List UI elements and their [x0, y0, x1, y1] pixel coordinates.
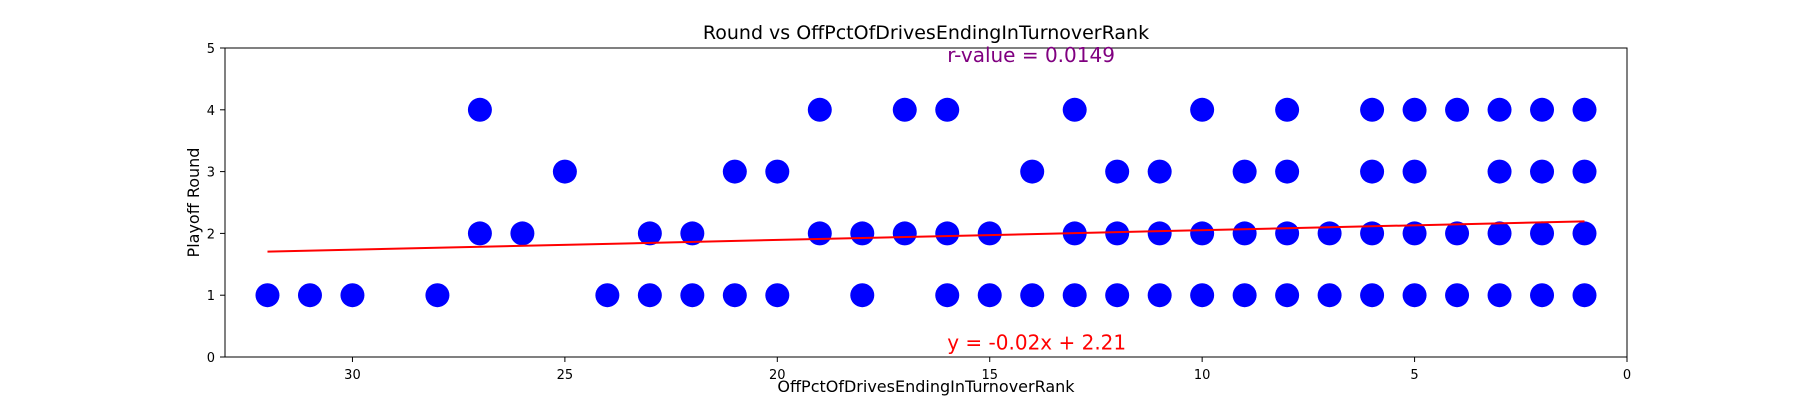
data-point: [552, 159, 577, 184]
data-point: [1530, 159, 1555, 184]
x-tick-label: 25: [557, 368, 574, 383]
data-point: [1317, 221, 1342, 246]
r-value-annotation: r-value = 0.0149: [947, 43, 1115, 67]
data-point: [1572, 159, 1597, 184]
data-point: [595, 283, 620, 308]
data-point: [510, 221, 535, 246]
x-axis-label: OffPctOfDrivesEndingInTurnoverRank: [777, 377, 1075, 396]
data-point: [1232, 221, 1257, 246]
x-tick-label: 0: [1623, 368, 1631, 383]
x-tick-label: 30: [344, 368, 361, 383]
x-tick-label: 5: [1410, 368, 1418, 383]
x-tick-label: 15: [981, 368, 998, 383]
data-point: [1572, 283, 1597, 308]
data-point: [680, 221, 705, 246]
data-point: [637, 221, 662, 246]
data-point: [1530, 221, 1555, 246]
data-point: [1402, 221, 1427, 246]
data-point: [1147, 159, 1172, 184]
data-point: [765, 159, 790, 184]
data-point: [892, 97, 917, 122]
plot-layer: [255, 97, 1597, 308]
data-point: [1317, 283, 1342, 308]
y-tick-label: 5: [207, 42, 215, 57]
plot-frame: [224, 47, 1628, 358]
data-point: [637, 283, 662, 308]
data-point: [425, 283, 450, 308]
data-point: [850, 283, 875, 308]
data-point: [935, 283, 960, 308]
data-point: [1445, 221, 1470, 246]
data-point: [1105, 221, 1130, 246]
data-point: [935, 97, 960, 122]
data-point: [1445, 283, 1470, 308]
data-point: [1402, 159, 1427, 184]
data-point: [1275, 283, 1300, 308]
y-tick-label: 4: [207, 104, 215, 119]
data-point: [1360, 283, 1385, 308]
data-point: [1487, 159, 1512, 184]
y-axis-label: Playoff Round: [184, 148, 203, 258]
data-point: [1062, 97, 1087, 122]
data-point: [1445, 97, 1470, 122]
data-point: [1530, 97, 1555, 122]
data-point: [1360, 97, 1385, 122]
data-point: [680, 283, 705, 308]
y-tick-label: 2: [207, 227, 215, 242]
data-point: [467, 97, 492, 122]
data-point: [1402, 97, 1427, 122]
data-point: [1275, 159, 1300, 184]
data-point: [1062, 283, 1087, 308]
x-tick-label: 10: [1194, 368, 1211, 383]
data-point: [1232, 159, 1257, 184]
data-point: [1190, 221, 1215, 246]
y-tick-label: 3: [207, 166, 215, 181]
data-point: [1487, 97, 1512, 122]
data-point: [1487, 221, 1512, 246]
data-point: [1105, 159, 1130, 184]
data-point: [1572, 97, 1597, 122]
data-point: [1020, 159, 1045, 184]
data-point: [722, 159, 747, 184]
data-point: [1147, 283, 1172, 308]
y-tick-label: 1: [207, 289, 215, 304]
regression-equation: y = -0.02x + 2.21: [947, 331, 1126, 355]
data-point: [255, 283, 280, 308]
data-point: [892, 221, 917, 246]
data-point: [297, 283, 322, 308]
data-point: [1105, 283, 1130, 308]
data-point: [1190, 283, 1215, 308]
regression-line: [267, 220, 1585, 253]
data-point: [850, 221, 875, 246]
data-point: [1360, 159, 1385, 184]
data-point: [1402, 283, 1427, 308]
data-point: [977, 283, 1002, 308]
data-point: [340, 283, 365, 308]
data-point: [807, 221, 832, 246]
data-point: [467, 221, 492, 246]
data-point: [1190, 97, 1215, 122]
data-point: [1530, 283, 1555, 308]
data-point: [977, 221, 1002, 246]
data-point: [935, 221, 960, 246]
x-tick-label: 20: [769, 368, 786, 383]
data-point: [1360, 221, 1385, 246]
data-point: [765, 283, 790, 308]
data-point: [1275, 97, 1300, 122]
data-point: [1487, 283, 1512, 308]
y-tick-label: 0: [207, 351, 215, 366]
chart-title: Round vs OffPctOfDrivesEndingInTurnoverR…: [703, 22, 1149, 44]
ticks-layer: 30 25 20 15 10 5 0 0 1 2 3 4 5: [207, 42, 1631, 383]
data-point: [722, 283, 747, 308]
data-point: [1572, 221, 1597, 246]
data-point: [1275, 221, 1300, 246]
data-point: [1147, 221, 1172, 246]
data-point: [1232, 283, 1257, 308]
data-point: [807, 97, 832, 122]
data-point: [1020, 283, 1045, 308]
